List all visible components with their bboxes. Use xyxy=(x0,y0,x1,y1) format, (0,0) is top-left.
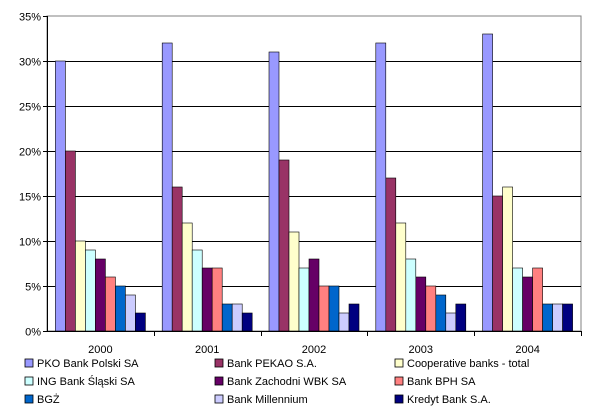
bar xyxy=(552,303,563,332)
legend-label: Bank Millennium xyxy=(227,394,308,406)
legend-item: Bank Millennium xyxy=(214,394,308,406)
axes xyxy=(43,16,582,336)
bar xyxy=(435,294,447,332)
bar xyxy=(298,267,310,332)
legend-swatch xyxy=(394,376,404,386)
legend-item: Bank BPH SA xyxy=(394,376,476,388)
y-tick-label: 25% xyxy=(19,102,41,114)
y-tick-label: 30% xyxy=(19,57,41,69)
bar xyxy=(221,303,233,332)
bar xyxy=(115,285,126,332)
bar xyxy=(75,240,86,332)
bar xyxy=(328,285,340,332)
bar xyxy=(482,33,493,332)
y-tick-label: 20% xyxy=(19,147,41,159)
bar xyxy=(395,222,407,332)
bar xyxy=(211,267,223,332)
bar xyxy=(308,258,320,332)
bar xyxy=(405,258,417,332)
bar xyxy=(55,60,66,332)
legend-swatch xyxy=(214,394,224,404)
legend-swatch xyxy=(24,358,34,368)
legend-label: Bank PEKAO S.A. xyxy=(227,358,317,370)
bar xyxy=(492,195,503,332)
bar xyxy=(201,267,213,332)
legend: PKO Bank Polski SA Bank PEKAO S.A. Coopera… xyxy=(24,358,529,406)
legend-label: PKO Bank Polski SA xyxy=(37,358,139,370)
bar xyxy=(338,312,350,332)
legend-swatch xyxy=(24,394,34,404)
bar xyxy=(191,249,203,332)
bar xyxy=(268,51,280,332)
bar xyxy=(375,42,387,332)
bar xyxy=(445,312,457,332)
x-tick-label: 2004 xyxy=(515,344,539,356)
legend-label: Bank BPH SA xyxy=(407,376,476,388)
legend-item: ING Bank Śląski SA xyxy=(24,375,135,388)
legend-swatch xyxy=(214,376,224,386)
legend-swatch xyxy=(394,358,404,368)
bar xyxy=(65,150,76,332)
bar xyxy=(241,312,253,332)
y-tick-label: 0% xyxy=(25,327,41,339)
x-tick-label: 2003 xyxy=(409,344,433,356)
bar xyxy=(171,186,183,332)
legend-item: Kredyt Bank S.A. xyxy=(394,394,491,406)
bar xyxy=(135,312,146,332)
bar xyxy=(161,42,173,332)
bar xyxy=(455,303,467,332)
bar xyxy=(425,285,437,332)
legend-label: BGŻ xyxy=(37,393,60,406)
legend-swatch xyxy=(24,376,34,386)
bar xyxy=(542,303,553,332)
bar xyxy=(502,186,513,332)
bar xyxy=(278,159,290,332)
x-axis-ticks: 2000 2001 2002 2003 2004 xyxy=(88,344,540,356)
bar xyxy=(95,258,106,332)
legend-label: Bank Zachodni WBK SA xyxy=(227,376,347,388)
bar xyxy=(532,267,543,332)
bar xyxy=(105,276,116,332)
bar xyxy=(318,285,330,332)
bar xyxy=(288,231,300,332)
y-tick-label: 35% xyxy=(19,12,41,24)
x-tick-label: 2000 xyxy=(88,344,112,356)
bar xyxy=(231,303,243,332)
bar xyxy=(348,303,360,332)
bar xyxy=(512,267,523,332)
bars xyxy=(55,33,573,332)
legend-swatch xyxy=(214,358,224,368)
y-tick-label: 15% xyxy=(19,192,41,204)
y-tick-label: 10% xyxy=(19,237,41,249)
y-tick-label: 5% xyxy=(25,282,41,294)
bar xyxy=(85,249,96,332)
bar xyxy=(181,222,193,332)
bar xyxy=(385,177,397,332)
y-axis-ticks: 0% 5% 10% 15% 20% 25% 30% 35% xyxy=(19,12,41,339)
legend-item: Bank PEKAO S.A. xyxy=(214,358,317,370)
legend-label: ING Bank Śląski SA xyxy=(37,375,135,388)
bar xyxy=(562,303,573,332)
bar xyxy=(125,294,136,332)
legend-item: Bank Zachodni WBK SA xyxy=(214,376,347,388)
legend-item: PKO Bank Polski SA xyxy=(24,358,139,370)
x-tick-label: 2001 xyxy=(195,344,219,356)
legend-item: Cooperative banks - total xyxy=(394,358,529,370)
legend-label: Kredyt Bank S.A. xyxy=(407,394,491,406)
legend-swatch xyxy=(394,394,404,404)
x-tick-label: 2002 xyxy=(302,344,326,356)
legend-item: BGŻ xyxy=(24,393,60,406)
bar xyxy=(415,276,427,332)
legend-label: Cooperative banks - total xyxy=(407,358,529,370)
bar xyxy=(522,276,533,332)
